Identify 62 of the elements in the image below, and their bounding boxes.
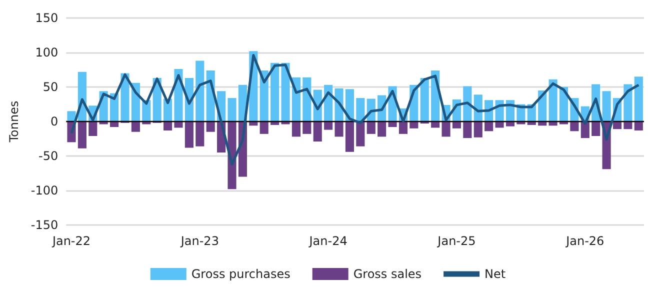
bar	[324, 122, 333, 130]
bar	[388, 122, 397, 128]
bar	[131, 122, 140, 132]
bar	[484, 122, 494, 132]
bar	[452, 122, 462, 128]
bar	[110, 122, 119, 128]
y-tick-label: -50	[38, 149, 58, 163]
x-tick-label: Jan-26	[565, 234, 604, 248]
bar	[88, 122, 98, 136]
line-series	[70, 54, 640, 166]
bar	[580, 122, 590, 138]
bar	[356, 122, 365, 146]
bar	[196, 122, 204, 146]
bar	[378, 122, 386, 137]
bar	[442, 122, 450, 137]
bar	[206, 122, 215, 132]
legend-label: Gross sales	[353, 267, 422, 281]
y-tick-label: 100	[35, 46, 58, 60]
bar	[281, 62, 290, 122]
bar	[420, 78, 429, 122]
bar	[398, 122, 408, 134]
bar	[624, 122, 632, 130]
bar	[634, 122, 643, 130]
bar	[174, 122, 183, 128]
bar	[602, 91, 611, 122]
bar	[366, 122, 376, 134]
y-tick-label: 0	[50, 114, 58, 128]
bar	[570, 122, 579, 132]
y-tick-label: -100	[30, 184, 58, 198]
bar	[548, 79, 558, 122]
bar	[78, 122, 86, 148]
bar	[313, 122, 322, 142]
bar	[474, 122, 482, 138]
x-tick-label: Jan-25	[436, 234, 476, 248]
legend-label: Gross purchases	[191, 267, 290, 281]
bar	[612, 122, 622, 130]
y-tick-label: -150	[30, 218, 58, 232]
bar	[410, 122, 418, 128]
x-tick-label: Jan-22	[51, 234, 91, 248]
bar	[592, 122, 600, 136]
bar	[334, 122, 344, 137]
bar	[270, 62, 280, 122]
x-tick-label: Jan-23	[180, 234, 219, 248]
bar	[281, 122, 290, 124]
bar	[356, 98, 365, 122]
bar	[260, 122, 268, 134]
y-tick-label: 150	[35, 11, 58, 25]
bar	[634, 76, 643, 122]
y-tick-label: 50	[42, 80, 58, 94]
legend-label: Net	[484, 267, 506, 281]
bar	[506, 122, 515, 126]
bar	[302, 122, 312, 134]
bar	[164, 122, 172, 130]
bar	[67, 111, 76, 122]
bar	[463, 122, 472, 138]
bar	[196, 60, 204, 122]
bar	[345, 122, 354, 152]
bar	[184, 122, 194, 148]
x-tick-label: Jan-24	[308, 234, 348, 248]
y-axis-title: Tonnes	[7, 100, 21, 144]
bar	[228, 98, 236, 122]
bar	[292, 122, 300, 137]
